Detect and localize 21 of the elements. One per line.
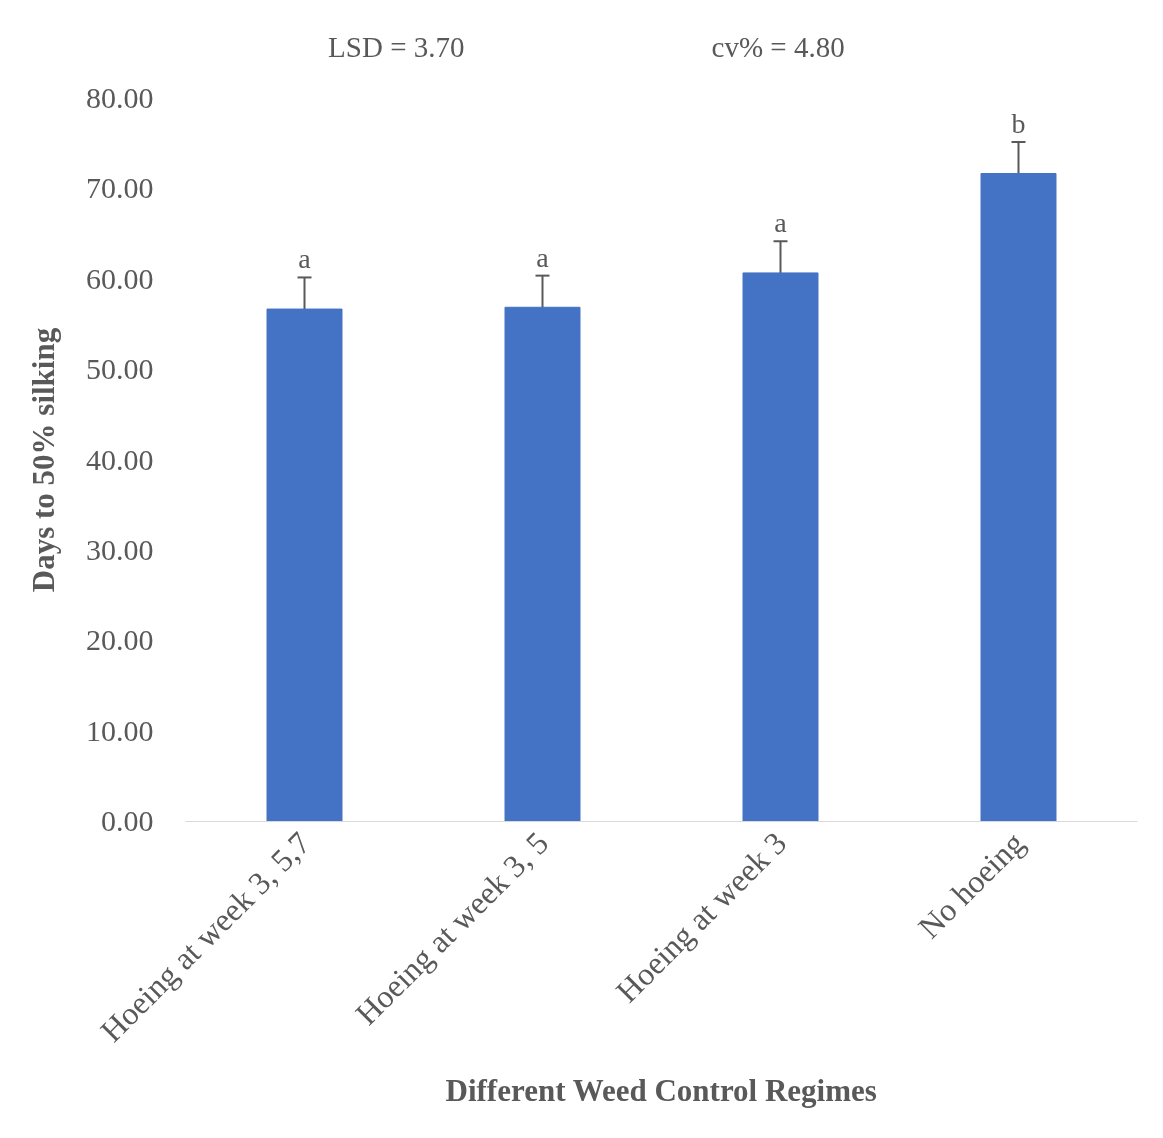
y-tick-label: 70.00: [86, 171, 154, 205]
x-axis-title: Different Weed Control Regimes: [445, 1072, 877, 1108]
bar: [742, 272, 819, 822]
bar: [504, 306, 581, 822]
y-tick-label: 40.00: [86, 442, 154, 476]
y-tick-label: 0.00: [101, 804, 154, 837]
text: cv% = 4.80: [711, 31, 845, 63]
annotation: b: [1011, 107, 1026, 139]
y-axis-title: Days to 50% silking: [26, 327, 61, 593]
bar: [980, 173, 1057, 822]
annotation: a: [536, 241, 550, 273]
y-tick-label: 60.00: [86, 261, 154, 295]
y-tick-label: 50.00: [86, 352, 154, 386]
text: LSD = 3.70: [328, 31, 465, 63]
y-tick-label: 80.00: [86, 81, 154, 114]
y-tick-label: 30.00: [86, 532, 154, 566]
y-tick-label: 20.00: [86, 623, 154, 657]
annotation: a: [774, 207, 788, 239]
annotation: a: [298, 243, 312, 275]
bar: [266, 308, 343, 822]
y-tick-label: 10.00: [86, 713, 154, 747]
